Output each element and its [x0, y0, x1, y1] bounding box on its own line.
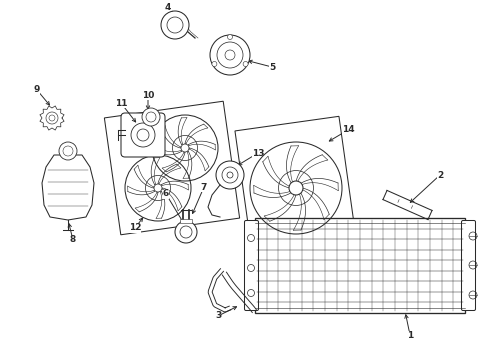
Text: 2: 2: [437, 171, 443, 180]
Circle shape: [291, 183, 301, 194]
Circle shape: [181, 144, 189, 152]
Polygon shape: [42, 155, 94, 220]
Text: 12: 12: [129, 224, 141, 233]
Text: 7: 7: [201, 183, 207, 192]
Text: 9: 9: [34, 85, 40, 94]
Polygon shape: [104, 101, 240, 235]
Circle shape: [243, 62, 248, 67]
Text: 14: 14: [342, 126, 354, 135]
Circle shape: [142, 108, 160, 126]
Text: 6: 6: [163, 189, 169, 198]
Text: 5: 5: [269, 63, 275, 72]
Bar: [255, 218, 465, 313]
Text: 3: 3: [215, 311, 221, 320]
Circle shape: [216, 161, 244, 189]
Text: 10: 10: [142, 90, 154, 99]
Text: 13: 13: [252, 148, 264, 158]
Text: 8: 8: [70, 235, 76, 244]
Polygon shape: [235, 116, 357, 260]
Circle shape: [210, 35, 250, 75]
Text: 4: 4: [165, 4, 171, 13]
Text: 11: 11: [115, 99, 127, 108]
Circle shape: [175, 221, 197, 243]
Circle shape: [154, 184, 162, 192]
Circle shape: [161, 11, 189, 39]
Bar: [180, 219, 192, 223]
Circle shape: [289, 181, 303, 195]
Circle shape: [227, 35, 232, 40]
FancyBboxPatch shape: [121, 113, 165, 157]
Circle shape: [212, 62, 217, 67]
FancyBboxPatch shape: [245, 220, 259, 310]
Text: 1: 1: [407, 330, 413, 339]
Circle shape: [59, 142, 77, 160]
FancyBboxPatch shape: [462, 220, 475, 310]
